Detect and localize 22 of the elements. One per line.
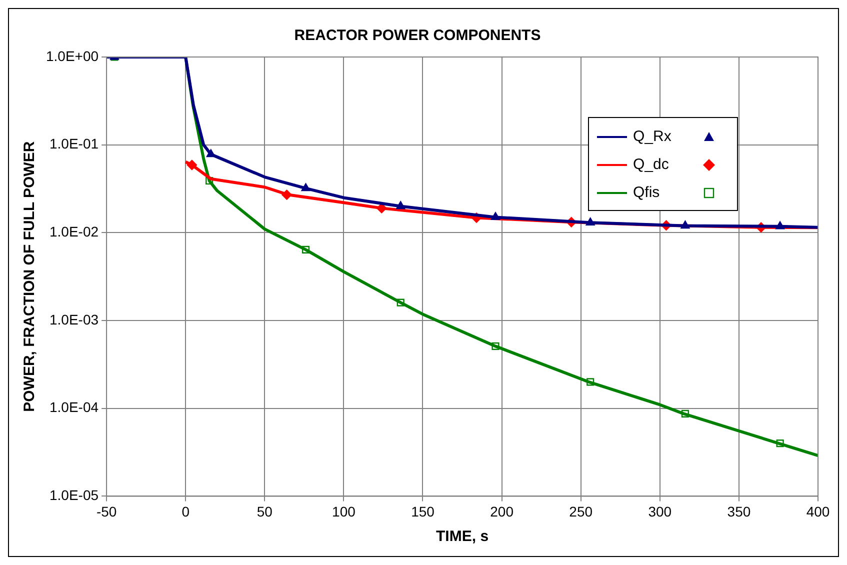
y-tick-label: 1.0E-04 [50, 399, 99, 416]
x-tick-label: 150 [411, 503, 435, 520]
x-tick-label: 100 [332, 503, 356, 520]
y-tick-label: 1.0E-01 [50, 136, 99, 152]
x-tick-label: 400 [806, 503, 830, 520]
y-tick-label: 1.0E-02 [50, 224, 99, 240]
x-tick-label: 250 [569, 503, 593, 520]
x-tick-label: 0 [182, 503, 190, 520]
legend-label: Q_Rx [633, 128, 672, 146]
x-tick-label: 300 [648, 503, 672, 520]
legend-label: Q_dc [633, 156, 669, 174]
legend-label: Qfis [633, 184, 660, 202]
x-tick-label: 50 [256, 503, 273, 520]
y-tick-label: 1.0E-05 [50, 487, 99, 504]
x-axis-title: TIME, s [436, 528, 489, 546]
y-axis-title: POWER, FRACTION OF FULL POWER [21, 141, 38, 412]
x-tick-label: 200 [490, 503, 514, 520]
x-tick-label: 350 [727, 503, 751, 520]
y-tick-label: 1.0E+00 [46, 48, 99, 64]
x-tick-label: -50 [96, 503, 117, 520]
chart-title: REACTOR POWER COMPONENTS [294, 27, 541, 44]
y-tick-label: 1.0E-03 [50, 311, 99, 328]
